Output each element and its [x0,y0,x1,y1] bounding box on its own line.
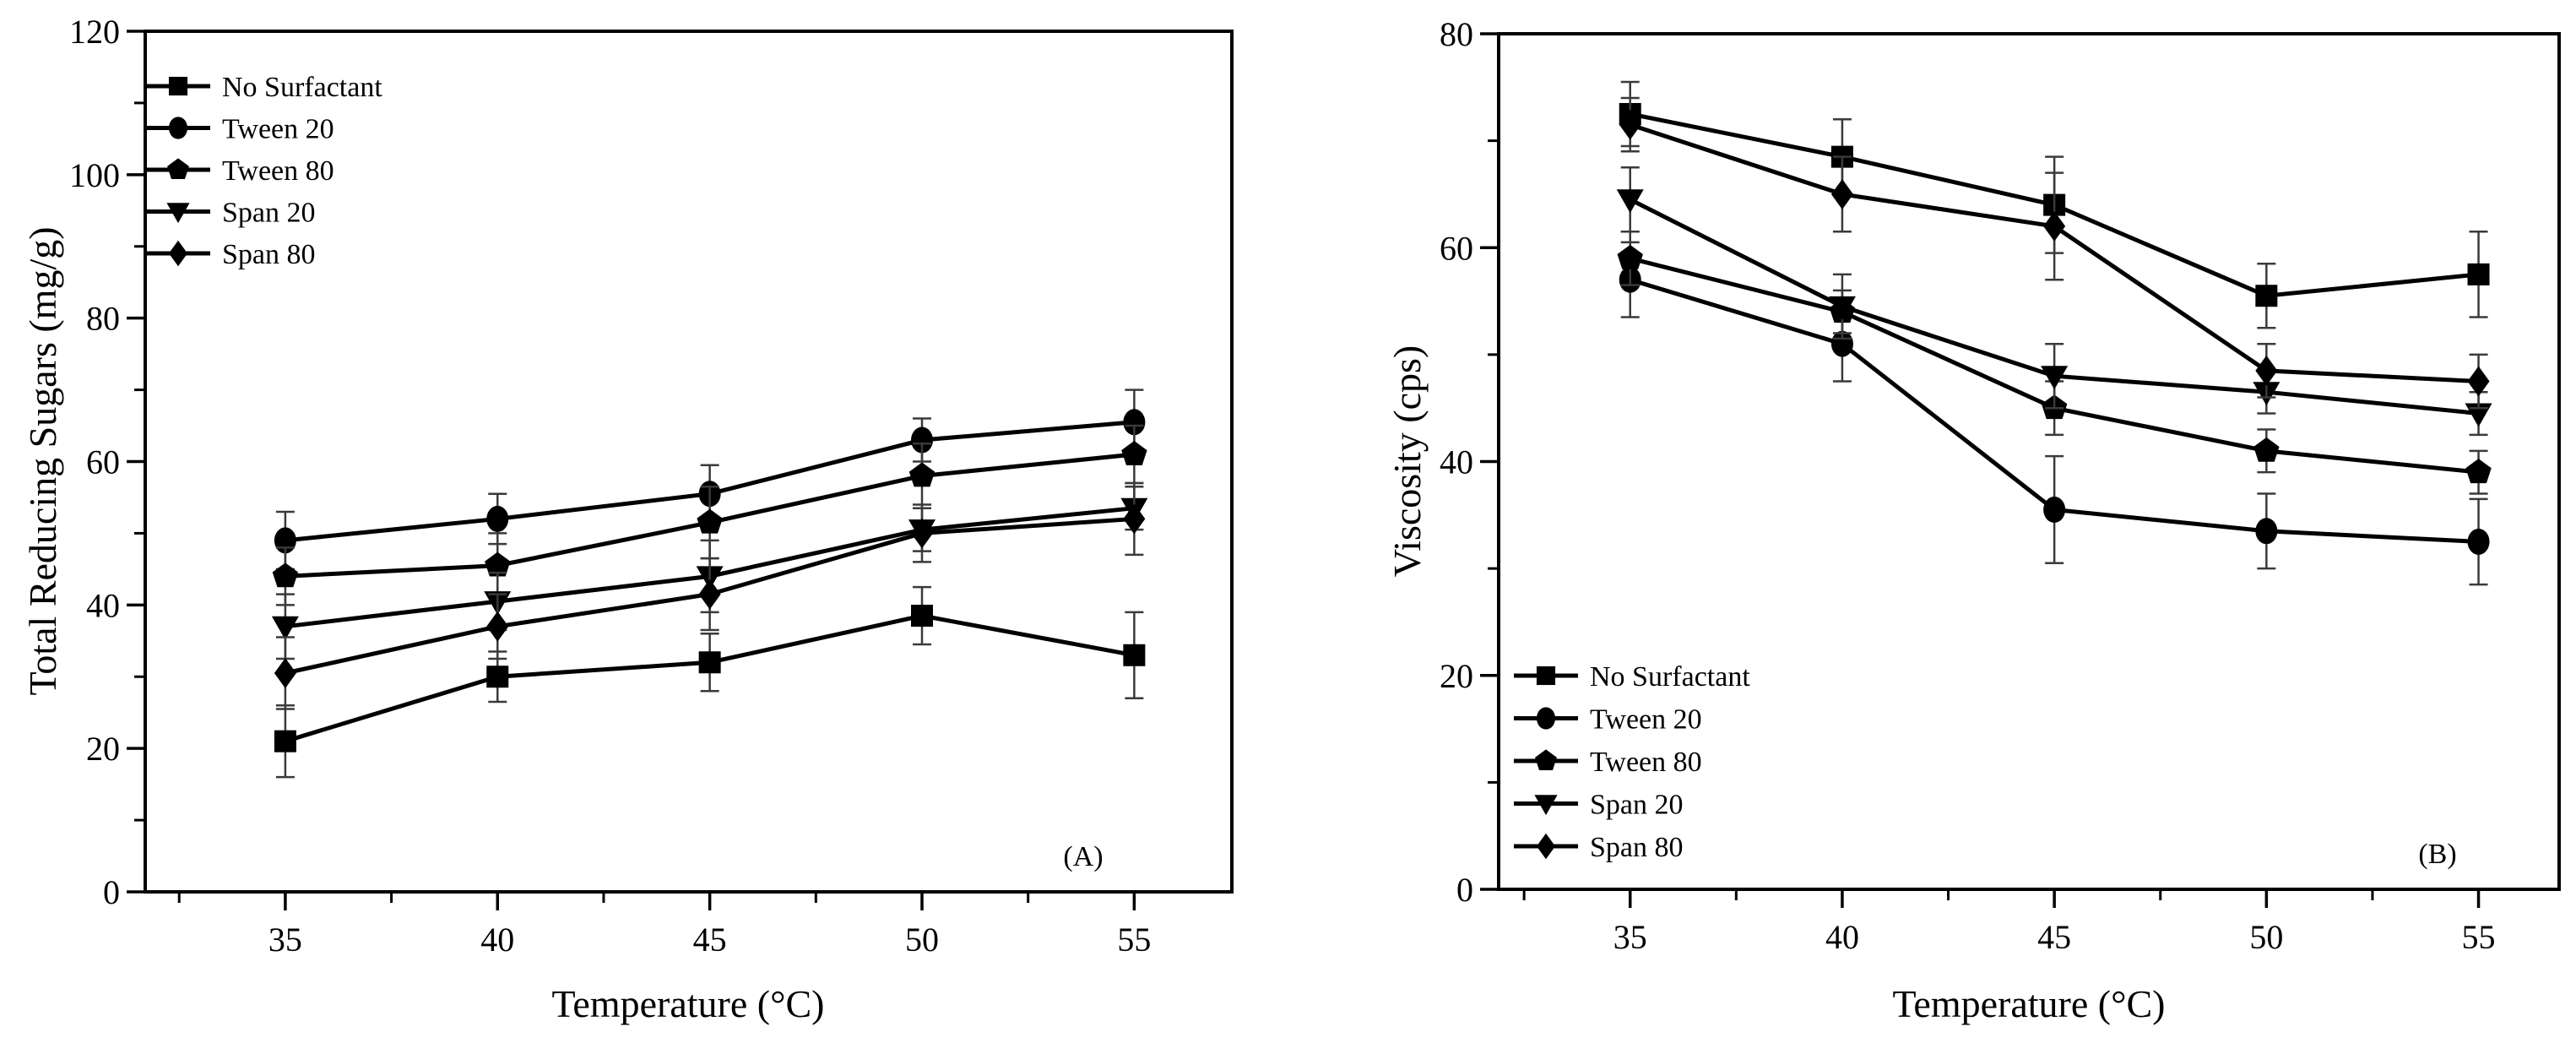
y-tick-label: 120 [69,13,120,51]
marker-tween-80-50 [2253,437,2280,462]
legend-marker-span-20 [166,203,190,224]
y-tick-label: 60 [1440,229,1473,267]
legend-marker-span-20 [1534,795,1558,816]
marker-span-80-40 [1830,178,1853,209]
y-tick-label: 0 [1456,871,1473,909]
marker-tween-20-40 [1830,330,1853,357]
legend-label-span-20: Span 20 [222,198,316,229]
marker-tween-80-45 [697,508,723,534]
marker-no-surfactant-35 [274,730,296,752]
legend-label-span-20: Span 20 [1590,790,1684,821]
marker-tween-80-40 [485,551,511,577]
marker-tween-20-50 [2255,518,2278,545]
marker-span-80-45 [2043,210,2066,242]
marker-no-surfactant-40 [486,666,509,688]
legend-label-no-surfactant: No Surfactant [222,72,382,103]
y-tick-label: 0 [103,873,120,911]
marker-span-20-55 [2465,403,2492,427]
x-tick-label: 45 [693,921,727,959]
marker-tween-20-50 [911,426,934,454]
x-tick-label: 40 [1825,918,1859,956]
y-tick-label: 20 [86,730,120,768]
x-tick-label: 55 [2462,918,2496,956]
y-tick-label: 80 [86,300,120,338]
marker-tween-20-40 [486,505,509,532]
marker-span-80-45 [698,579,721,610]
y-tick-label: 80 [1440,15,1473,53]
x-tick-label: 40 [480,921,514,959]
marker-no-surfactant-50 [2255,285,2278,307]
legend-marker-span-80 [1536,833,1556,860]
y-axis-title--b-: Viscosity (cps) [1386,345,1429,577]
marker-tween-20-45 [2043,496,2066,523]
marker-tween-80-35 [272,562,299,588]
y-tick-label: 100 [69,156,120,194]
y-tick-label: 40 [86,586,120,624]
marker-no-surfactant-50 [911,605,934,628]
x-tick-label: 50 [905,921,939,959]
legend-label-span-80: Span 80 [1590,832,1684,863]
marker-tween-20-55 [2467,528,2490,555]
legend-marker-no-surfactant [168,76,188,96]
legend-label-tween-20: Tween 20 [222,114,334,145]
marker-tween-80-50 [908,462,935,487]
marker-span-80-50 [2255,355,2278,386]
y-tick-label: 60 [86,443,120,481]
marker-tween-80-35 [1617,244,1643,269]
x-tick-label: 45 [2037,918,2071,956]
x-tick-label: 35 [268,921,302,959]
marker-no-surfactant-55 [2467,263,2490,285]
legend-marker-no-surfactant [1536,666,1556,686]
marker-span-80-35 [1619,109,1641,140]
legend-label-tween-20: Tween 20 [1590,704,1702,736]
marker-span-20-45 [2041,366,2069,390]
marker-no-surfactant-45 [698,651,721,674]
marker-span-80-40 [486,611,509,642]
legend-marker-tween-20 [1536,707,1556,730]
marker-tween-20-55 [1123,409,1146,436]
legend-marker-tween-80 [167,158,189,179]
panel-label--a-: (A) [1063,841,1103,872]
legend-label-no-surfactant: No Surfactant [1590,661,1750,693]
legend-marker-tween-80 [1535,749,1557,770]
marker-span-80-35 [274,658,296,689]
legend-marker-tween-20 [168,117,188,139]
marker-span-20-35 [271,616,299,640]
y-tick-label: 40 [1440,443,1473,481]
marker-span-80-55 [1123,503,1146,535]
y-axis-title--a-: Total Reducing Sugars (mg/g) [21,226,64,695]
marker-tween-80-55 [1121,441,1147,465]
legend-label-tween-80: Tween 80 [222,155,334,187]
y-tick-label: 20 [1440,657,1473,695]
x-axis-title--b-: Temperature (°C) [1893,982,2166,1025]
marker-tween-80-55 [2465,459,2492,484]
legend-label-span-80: Span 80 [222,239,316,270]
marker-no-surfactant-55 [1123,644,1146,666]
marker-span-80-50 [911,518,934,549]
legend-label-tween-80: Tween 80 [1590,747,1702,778]
marker-span-20-35 [1616,189,1644,214]
marker-span-80-55 [2467,366,2490,397]
panel-label--b-: (B) [2418,839,2456,870]
x-tick-label: 35 [1613,918,1647,956]
x-tick-label: 50 [2249,918,2283,956]
marker-span-20-40 [1828,296,1856,320]
legend-marker-span-80 [168,240,188,267]
x-tick-label: 55 [1117,921,1151,959]
x-axis-title--a-: Temperature (°C) [552,982,825,1025]
